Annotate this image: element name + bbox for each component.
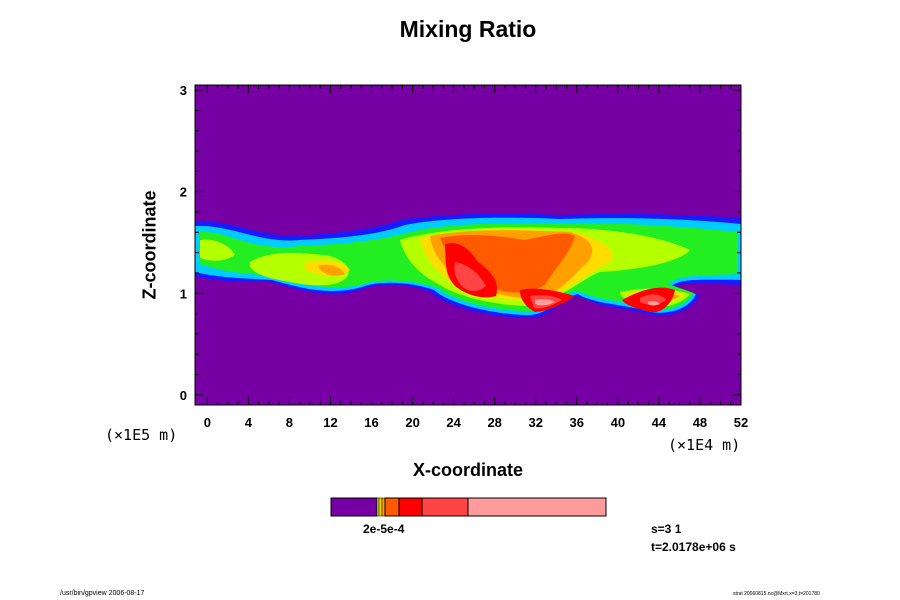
x-tick-label: 40	[611, 415, 625, 430]
step-annotation: s=3 1	[651, 522, 682, 536]
x-tick-label: 44	[652, 415, 667, 430]
axis-ticks	[195, 85, 742, 405]
colorbar-segment	[376, 497, 380, 517]
footer-left: /usr/bin/gpview 2006-08-17	[60, 590, 145, 597]
colorbar-segment	[378, 497, 383, 517]
x-tick-label: 52	[734, 415, 748, 430]
y-tick-label: 1	[180, 286, 187, 301]
x-tick-label: 12	[323, 415, 337, 430]
colorbar-segment	[330, 497, 378, 517]
x-tick-label: 36	[570, 415, 584, 430]
x-tick-label: 0	[204, 415, 211, 430]
colorbar-segment	[467, 497, 607, 517]
contour-pink	[535, 299, 660, 306]
colorbar-segment	[384, 497, 400, 517]
x-tick-label: 24	[446, 415, 461, 430]
y-tick-label: 2	[180, 185, 187, 200]
x-axis-unit: (×1E4 m)	[668, 436, 741, 454]
plot-frame	[194, 84, 742, 406]
y-tick-label: 3	[180, 83, 187, 98]
x-tick-label: 4	[245, 415, 253, 430]
time-annotation: t=2.0178e+06 s	[651, 540, 736, 554]
x-tick-label: 8	[286, 415, 293, 430]
x-tick-label: 20	[405, 415, 419, 430]
x-tick-label: 32	[529, 415, 543, 430]
cloud-field	[195, 213, 741, 318]
footer-right: strat 20060815.nc@Mxrt,x=3,t=201780	[733, 591, 820, 597]
contour-lightred	[454, 262, 666, 309]
x-tick-label: 48	[693, 415, 707, 430]
colorbar-label: 2e-5e-4	[363, 522, 405, 536]
x-tick-label: 28	[487, 415, 501, 430]
colorbar-segment	[398, 497, 423, 517]
x-tick-label: 16	[364, 415, 378, 430]
colorbar-segment	[421, 497, 469, 517]
y-axis-unit: (×1E5 m)	[105, 426, 178, 444]
x-axis-label: X-coordinate	[412, 460, 523, 480]
y-tick-label: 0	[180, 388, 187, 403]
y-axis-label: Z-coordinate	[139, 190, 160, 300]
colorbar	[330, 497, 607, 517]
chart-title: Mixing Ratio	[399, 16, 537, 42]
